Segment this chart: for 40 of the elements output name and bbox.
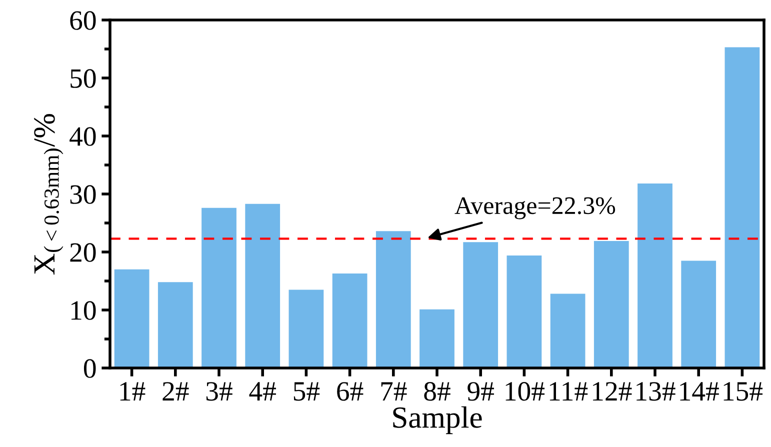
x-tick-label: 9# [468, 382, 494, 401]
x-tick-label: 13# [636, 382, 676, 401]
x-tick-label: 3# [206, 382, 232, 401]
x-tick-label: 14# [680, 382, 719, 400]
x-tick-label: 4# [249, 382, 276, 400]
y-tick-label: 0 [84, 359, 96, 378]
x-tick-label: 12# [593, 382, 632, 400]
bar [550, 294, 586, 368]
y-tick-label: 60 [70, 11, 96, 30]
y-tick-label: 20 [70, 243, 96, 262]
x-tick-label: 11# [550, 382, 588, 400]
bar [158, 282, 193, 368]
bar [202, 208, 236, 368]
x-tick-label: 8# [424, 382, 450, 401]
x-tick-label: 6# [337, 382, 364, 401]
bar [332, 273, 368, 368]
y-axis-title: X$_{(<0.63mm)}$/% [34, 114, 64, 275]
bar [420, 309, 454, 368]
bar [463, 242, 498, 368]
bar [506, 255, 542, 368]
y-tick-label: 50 [70, 69, 96, 88]
bar [245, 204, 280, 368]
bar [114, 269, 150, 368]
bar [288, 290, 324, 368]
x-tick-label: 15# [724, 382, 763, 401]
bar [594, 240, 629, 368]
x-tick-label: 5# [294, 382, 320, 401]
bar [681, 260, 716, 368]
y-tick-label: 10 [71, 301, 96, 320]
bar [376, 231, 411, 368]
y-tick-label: 40 [70, 127, 96, 146]
bar [724, 47, 760, 368]
x-tick-label: 2# [162, 382, 189, 400]
bar [638, 184, 672, 368]
x-tick-label: 1# [120, 382, 146, 400]
ref-line-label: Average=22.3% [454, 197, 616, 220]
y-tick-label: 30 [70, 185, 96, 204]
x-axis-title: Sample [393, 406, 482, 434]
x-tick-label: 7# [381, 382, 407, 400]
x-tick-label: 10# [506, 382, 545, 401]
